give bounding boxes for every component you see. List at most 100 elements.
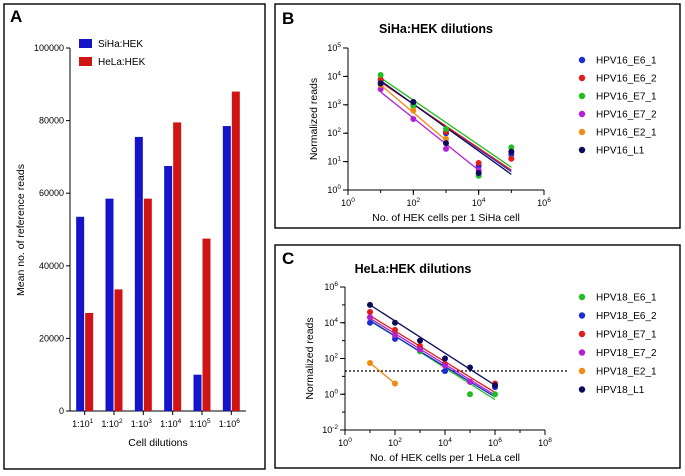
- panel-b-point: [410, 98, 417, 105]
- panel-b-point: [410, 116, 417, 122]
- panel-a-bar-siha: [134, 136, 143, 411]
- panel-c-point: [367, 359, 373, 366]
- panel-c-point: [367, 319, 373, 326]
- panel-b-legend-marker: [578, 128, 586, 136]
- panel-c-legend-label: HPV18_E2_1: [596, 367, 657, 378]
- panel-b-point: [377, 80, 384, 87]
- panel-a-x-tick-label: 1:106: [219, 418, 241, 429]
- panel-c-fit-line: [369, 320, 496, 398]
- panel-c-fit-line: [369, 317, 496, 396]
- panel-b-letter: B: [282, 9, 294, 28]
- panel-c-legend-label: HPV18_E6_1: [596, 293, 657, 304]
- panel-c-fit-line: [369, 304, 496, 386]
- panel-b-y-tick-label: 105: [327, 42, 341, 53]
- panel-b-fit-line: [380, 77, 512, 168]
- panel-c-fit-line: [369, 362, 396, 385]
- panel-a-bar-siha: [193, 374, 202, 411]
- panel-a-legend-label: SiHa:HEK: [98, 39, 143, 50]
- panel-c-legend-label: HPV18_L1: [596, 385, 645, 396]
- panel-b-point: [475, 160, 482, 167]
- panel-b-frame: [274, 3, 681, 229]
- panel-b-legend-marker: [578, 92, 586, 100]
- panel-b-point: [377, 71, 384, 78]
- panel-c-y-tick-label: 100: [324, 388, 338, 399]
- panel-a-bar-siha: [222, 126, 231, 412]
- panel-c-point: [442, 355, 448, 362]
- panel-b-y-tick-label: 102: [327, 127, 341, 138]
- panel-b-point: [410, 103, 417, 110]
- panel-c-x-tick-label: 102: [388, 437, 402, 448]
- panel-a-bar-siha: [76, 216, 85, 411]
- panel-c-legend-marker: [578, 349, 586, 356]
- panel-b-scatter-chart: 100 101 102 103 104 105 100 102 104 106 No. of HEK…: [308, 42, 657, 224]
- panel-b-point: [410, 107, 417, 114]
- panel-b-legend-label: HPV16_E2_1: [596, 128, 657, 139]
- panel-a-bar-siha: [105, 198, 114, 411]
- panel-c-legend-marker: [578, 367, 586, 375]
- panel-b-legend-marker: [578, 74, 586, 82]
- panel-c-x-axis-label: No. of HEK cells per 1 HeLa cell: [370, 452, 520, 464]
- panel-c-point: [467, 378, 473, 385]
- panel-b-y-axis-label: Normalized reads: [308, 78, 320, 160]
- panel-b-x-tick-label: 104: [472, 197, 486, 208]
- panel-c-point: [417, 346, 423, 353]
- panel-c-point: [392, 319, 398, 326]
- panel-c-y-axis-label: Normalized reads: [304, 317, 316, 399]
- panel-b-legend-label: HPV16_E6_2: [596, 74, 657, 85]
- panel-c-point: [392, 380, 398, 387]
- panel-c-legend-label: HPV18_E6_2: [596, 311, 657, 322]
- panel-c-frame: [274, 244, 681, 469]
- panel-c-y-tick-label: 104: [324, 317, 338, 328]
- panel-b-x-tick-label: 102: [407, 197, 421, 208]
- panel-b-fit-line: [380, 91, 480, 171]
- panel-c-x-tick-label: 100: [338, 437, 352, 448]
- panel-a-bar-hela: [85, 312, 94, 411]
- panel-a-x-tick-label: 1:101: [72, 418, 94, 429]
- panel-b-legend-marker: [578, 146, 586, 154]
- panel-c-y-tick-label: 102: [324, 353, 338, 364]
- panel-a-bar-hela: [143, 198, 152, 411]
- panel-c-legend-marker: [578, 386, 586, 393]
- panel-b-y-tick-label: 100: [327, 184, 341, 195]
- panel-c-point: [467, 364, 473, 371]
- panel-b-legend-label: HPV16_E6_1: [596, 56, 657, 67]
- panel-b-y-tick-label: 103: [327, 99, 341, 110]
- panel-b-x-tick-label: 100: [341, 197, 355, 208]
- panel-a-x-tick-label: 1:103: [131, 418, 153, 429]
- panel-a-x-axis-label: Cell dilutions: [128, 437, 188, 449]
- panel-c-point: [467, 391, 473, 398]
- panel-c-point: [367, 309, 373, 316]
- panel-b-legend-marker: [578, 56, 586, 64]
- panel-c-legend-marker: [578, 312, 586, 319]
- panel-b-legend-label: HPV16_L1: [596, 146, 645, 157]
- panel-a-legend-label: HeLa:HEK: [98, 57, 146, 68]
- panel-a-bar-hela: [231, 91, 240, 411]
- panel-c-x-tick-label: 106: [488, 437, 502, 448]
- panel-a-y-tick-label: 80000: [39, 116, 64, 126]
- panel-a-legend-swatch: [79, 39, 92, 48]
- panel-a-x-tick-label: 1:102: [101, 418, 123, 429]
- panel-b-point: [508, 144, 515, 151]
- panel-c-point: [442, 368, 448, 375]
- panel-c-legend-marker: [578, 330, 586, 338]
- panel-a-legend-swatch: [79, 57, 92, 66]
- panel-a-y-axis-label: Mean no. of reference reads: [15, 164, 27, 296]
- panel-b-x-tick-label: 106: [537, 197, 551, 208]
- panel-c-letter: C: [282, 249, 294, 268]
- panel-b-x-axis-label: No. of HEK cells per 1 SiHa cell: [372, 212, 520, 224]
- panel-c-point: [417, 337, 423, 344]
- panel-a-x-tick-label: 1:105: [189, 418, 211, 429]
- panel-c-point: [367, 301, 373, 308]
- panel-c-point: [492, 382, 498, 389]
- panel-a-y-tick-label: 0: [59, 406, 64, 416]
- panel-b-y-tick-label: 101: [327, 156, 341, 167]
- panel-c-point: [442, 362, 448, 369]
- panel-b-legend-label: HPV16_E7_1: [596, 92, 657, 103]
- panel-a-y-tick-label: 20000: [39, 333, 64, 343]
- panel-b-point: [443, 125, 449, 132]
- panel-b-point: [443, 140, 449, 147]
- panel-c-point: [392, 326, 398, 333]
- panel-a-bar-hela: [114, 289, 123, 411]
- panel-b-point: [443, 135, 449, 142]
